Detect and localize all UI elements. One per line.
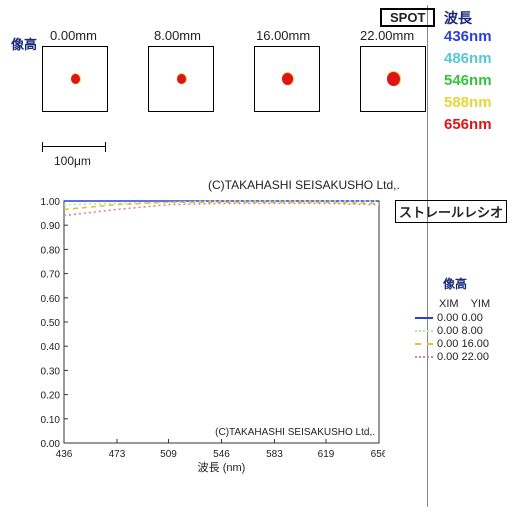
spot-dot [71,74,80,84]
legend-text: 0.00 8.00 [437,325,483,337]
svg-text:0.30: 0.30 [41,366,61,377]
legend-col-xim: XIM [439,298,459,310]
svg-text:619: 619 [318,449,335,460]
spot-dot [282,73,293,85]
strehl-chart: 0.000.100.200.300.400.500.600.700.800.90… [30,195,385,475]
legend-text: 0.00 0.00 [437,312,483,324]
legend-swatch [415,343,433,345]
legend-swatch [415,317,433,319]
svg-text:546: 546 [213,449,230,460]
legend-row: 0.00 22.00 [415,351,510,363]
legend-swatch [415,356,433,358]
legend-text: 0.00 16.00 [437,338,489,350]
svg-text:0.80: 0.80 [41,245,61,256]
svg-text:0.10: 0.10 [41,415,61,426]
svg-text:0.70: 0.70 [41,270,61,281]
spot-dot [387,72,400,86]
wavelength-item: 656nm [444,116,492,133]
spot-credit: (C)TAKAHASHI SEISAKUSHO Ltd,. [208,178,400,192]
spot-box [148,46,214,112]
scale-text: 100μm [54,154,91,168]
legend-text: 0.00 22.00 [437,351,489,363]
svg-text:0.20: 0.20 [41,391,61,402]
spot-dot [177,74,186,84]
spot-label: SPOT [380,8,435,27]
wavelength-item: 486nm [444,50,492,67]
strehl-label: ストレールレシオ [395,200,507,223]
spot-box [42,46,108,112]
vertical-divider [427,5,428,507]
strehl-legend: 像高 XIM YIM 0.00 0.00 0.00 8.00 0.00 16.00… [415,275,510,364]
scale-bar [42,146,106,152]
legend-col-yim: YIM [471,298,491,310]
svg-text:473: 473 [109,449,126,460]
legend-row: 0.00 0.00 [415,312,510,324]
spot-value: 16.00mm [256,28,310,43]
spot-value: 0.00mm [50,28,97,43]
svg-text:583: 583 [266,449,283,460]
wavelength-title: 波長 [444,8,472,28]
spot-box [254,46,320,112]
svg-text:(C)TAKAHASHI SEISAKUSHO Ltd,.: (C)TAKAHASHI SEISAKUSHO Ltd,. [215,427,375,438]
spot-value: 22.00mm [360,28,414,43]
svg-text:1.00: 1.00 [41,197,61,208]
svg-text:656: 656 [371,449,385,460]
page: { "layout":{ "vdivider_x":427, "spot_lab… [0,0,512,512]
wavelength-item: 436nm [444,28,492,45]
legend-swatch [415,330,433,332]
spot-value: 8.00mm [154,28,201,43]
svg-text:0.50: 0.50 [41,318,61,329]
legend-row: 0.00 16.00 [415,338,510,350]
svg-text:436: 436 [56,449,73,460]
svg-text:波長 (nm): 波長 (nm) [198,461,246,474]
svg-text:0.40: 0.40 [41,342,61,353]
legend-row: 0.00 8.00 [415,325,510,337]
svg-text:0.90: 0.90 [41,221,61,232]
legend-title: 像高 [443,275,510,292]
image-height-label: 像高 [11,34,37,53]
spot-box [360,46,426,112]
wavelength-item: 588nm [444,94,492,111]
svg-text:509: 509 [160,449,177,460]
svg-text:0.60: 0.60 [41,294,61,305]
wavelength-item: 546nm [444,72,492,89]
